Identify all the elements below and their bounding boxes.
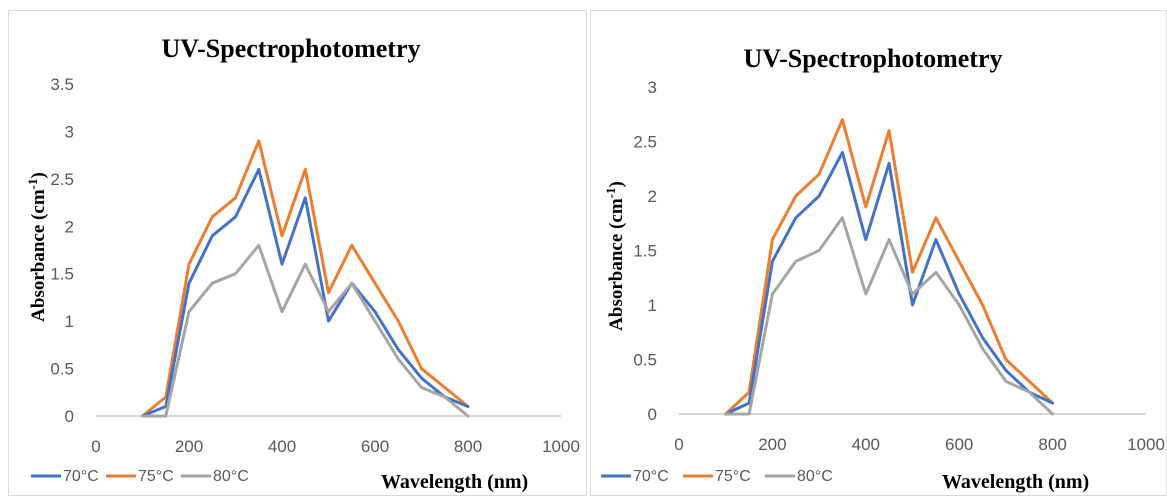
legend-label: 70°C bbox=[633, 468, 669, 485]
x-axis-label: Wavelength (nm) bbox=[381, 471, 528, 493]
x-tick-label: 1000 bbox=[542, 437, 580, 456]
legend-label: 75°C bbox=[138, 468, 174, 485]
series-line-75c bbox=[141, 139, 470, 418]
x-tick-label: 800 bbox=[454, 437, 482, 456]
y-tick-label: 0 bbox=[65, 407, 74, 426]
y-tick-label: 2.5 bbox=[633, 133, 657, 152]
y-axis-label: Absorbance (cm-1) bbox=[25, 172, 49, 322]
y-tick-label: 1 bbox=[65, 312, 74, 331]
chart-panel-right: UV-Spectrophotometry Absorbance (cm-1) W… bbox=[590, 10, 1167, 496]
series-line-75c bbox=[724, 118, 1055, 416]
chart-right-svg: UV-Spectrophotometry Absorbance (cm-1) W… bbox=[601, 44, 1165, 493]
x-tick-label: 1000 bbox=[1127, 435, 1165, 454]
x-tick-label: 400 bbox=[268, 437, 296, 456]
y-tick-label: 2 bbox=[65, 217, 74, 236]
y-tick-label: 1 bbox=[648, 296, 657, 315]
series-line-80c bbox=[724, 216, 1055, 416]
y-axis-label: Absorbance (cm-1) bbox=[603, 181, 627, 331]
y-tick-label: 3 bbox=[648, 78, 657, 97]
legend-label: 75°C bbox=[715, 468, 751, 485]
chart-title: UV-Spectrophotometry bbox=[162, 34, 421, 63]
x-tick-label: 200 bbox=[758, 435, 786, 454]
x-axis-label: Wavelength (nm) bbox=[942, 471, 1089, 493]
series-line-80c bbox=[141, 243, 470, 418]
series-line-70c bbox=[724, 150, 1055, 416]
y-tick-label: 2 bbox=[648, 187, 657, 206]
x-tick-label: 400 bbox=[852, 435, 880, 454]
x-tick-label: 600 bbox=[945, 435, 973, 454]
x-tick-label: 0 bbox=[91, 437, 100, 456]
chart-panel-left: UV-Spectrophotometry Absorbance (cm-1) W… bbox=[8, 10, 587, 496]
series-line-70c bbox=[141, 167, 470, 418]
x-tick-label: 800 bbox=[1038, 435, 1066, 454]
y-tick-label: 1.5 bbox=[633, 242, 657, 261]
chart-title: UV-Spectrophotometry bbox=[744, 44, 1003, 73]
y-tick-label: 3.5 bbox=[50, 75, 74, 94]
legend-label: 70°C bbox=[63, 468, 99, 485]
y-tick-label: 3 bbox=[65, 122, 74, 141]
legend-label: 80°C bbox=[213, 468, 249, 485]
y-tick-label: 1.5 bbox=[50, 265, 74, 284]
y-tick-label: 2.5 bbox=[50, 170, 74, 189]
legend-label: 80°C bbox=[797, 468, 833, 485]
x-tick-label: 600 bbox=[361, 437, 389, 456]
y-tick-label: 0.5 bbox=[633, 351, 657, 370]
chart-left-svg: UV-Spectrophotometry Absorbance (cm-1) W… bbox=[25, 34, 580, 493]
x-tick-label: 0 bbox=[674, 435, 683, 454]
y-tick-label: 0 bbox=[648, 405, 657, 424]
x-tick-label: 200 bbox=[175, 437, 203, 456]
y-tick-label: 0.5 bbox=[50, 360, 74, 379]
